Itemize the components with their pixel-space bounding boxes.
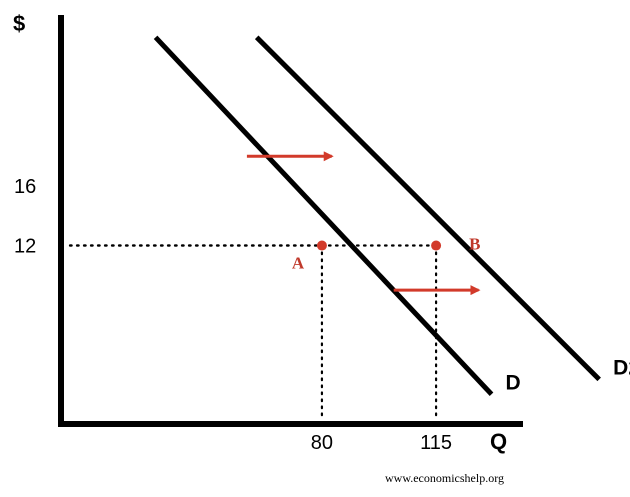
- axes: [58, 15, 523, 427]
- credit-text: www.economicshelp.org: [385, 471, 504, 485]
- demand-curve-d: [153, 35, 494, 396]
- y-tick-label-12: 12: [14, 236, 36, 258]
- point-a-marker: [316, 240, 327, 251]
- curve-label-d2: D2: [613, 356, 630, 379]
- demand-curves: [153, 35, 601, 396]
- y-tick-label-16: 16: [14, 176, 36, 198]
- y-axis-title: $: [13, 11, 25, 36]
- point-b-label: B: [469, 235, 480, 254]
- curve-label-d: D: [506, 371, 521, 394]
- point-b-marker: [431, 240, 442, 251]
- x-tick-label-115: 115: [420, 432, 452, 454]
- demand-curve-d2: [254, 35, 601, 382]
- point-a-label: A: [292, 254, 305, 273]
- equilibrium-points: [316, 240, 442, 251]
- x-axis-title: Q: [490, 429, 507, 454]
- shift-arrows: [246, 151, 481, 296]
- guide-lines: [68, 244, 438, 422]
- x-tick-label-80: 80: [311, 432, 333, 454]
